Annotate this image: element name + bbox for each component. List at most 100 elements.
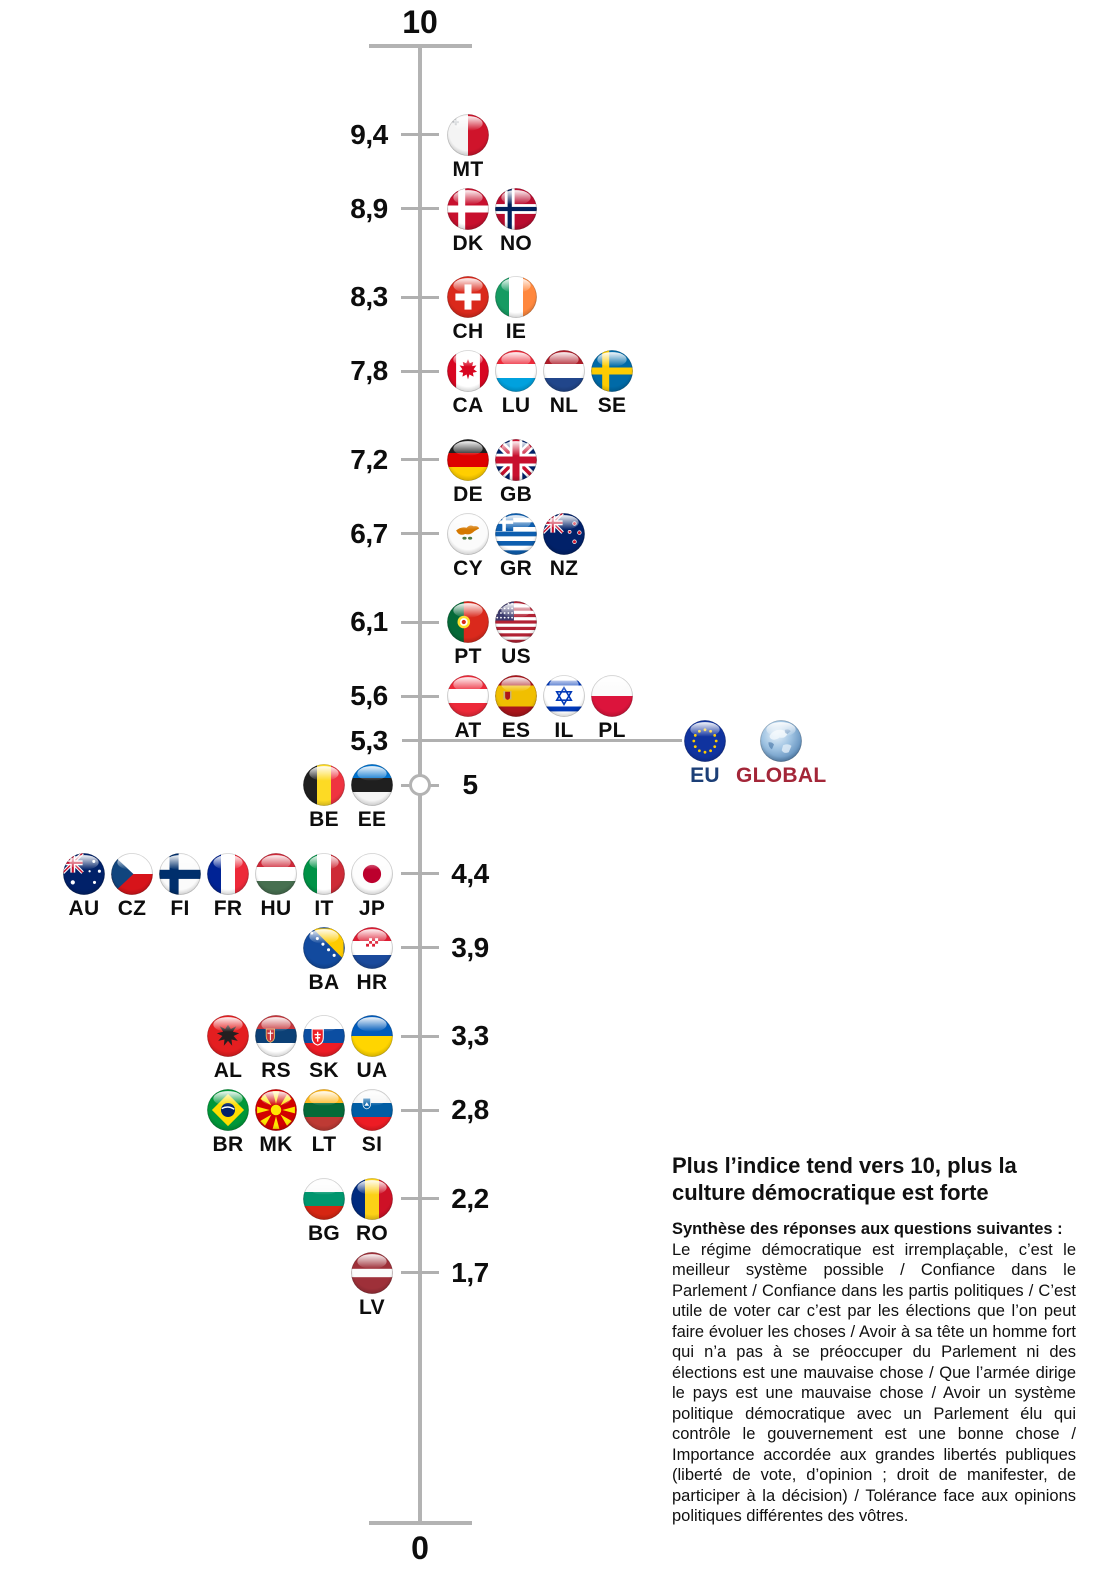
country-label: CA: [452, 394, 484, 418]
flag-icon-pt: [447, 601, 489, 644]
country-label: AU: [68, 896, 100, 920]
country-label: LV: [359, 1295, 385, 1319]
country-marker: CY: [447, 512, 489, 581]
annotation-block: Plus l’indice tend vers 10, plus la cult…: [672, 1152, 1076, 1527]
eu-label: EU: [690, 763, 720, 787]
flag-icon-mk: [255, 1089, 297, 1132]
globe-icon: [760, 719, 803, 762]
value-label: 7,2: [350, 443, 388, 475]
country-marker: SI: [351, 1089, 393, 1157]
country-marker: CA: [447, 350, 489, 418]
flag-icon-cy: [447, 512, 489, 555]
country-label: JP: [358, 896, 386, 920]
flag-icon-gb: [495, 438, 537, 481]
country-label: SK: [309, 1059, 339, 1083]
flag-row: BR MK LT SI: [207, 1089, 393, 1157]
value-label: 8,9: [350, 192, 388, 224]
flag-icon-be: [303, 764, 345, 806]
flag-icon-sk: [303, 1015, 345, 1058]
country-marker: BA: [303, 926, 345, 995]
flag-row: LV: [351, 1251, 393, 1320]
country-marker: HR: [351, 926, 393, 995]
country-marker: RS: [255, 1015, 297, 1083]
country-marker: DK: [447, 187, 489, 256]
value-label: 6,1: [350, 606, 388, 638]
country-label: UA: [356, 1059, 388, 1083]
flag-icon-hu: [255, 852, 297, 895]
country-marker: NO: [495, 187, 537, 256]
flag-icon-lt: [303, 1089, 345, 1132]
axis-tick: [401, 207, 439, 211]
flag-row: BG RO: [303, 1177, 393, 1246]
global-label: GLOBAL: [736, 763, 827, 787]
country-label: DE: [453, 482, 483, 506]
country-label: HU: [260, 896, 292, 920]
value-label: 5: [462, 769, 478, 800]
country-marker: EE: [351, 764, 393, 832]
country-label: GB: [499, 482, 533, 506]
value-label: 3,3: [451, 1020, 489, 1052]
country-marker: PL: [591, 675, 633, 743]
flag-icon-lv: [351, 1251, 393, 1294]
flag-icon-ch: [447, 276, 489, 319]
flag-icon-bg: [303, 1177, 345, 1220]
flag-icon-at: [447, 675, 489, 718]
country-label: CH: [452, 320, 484, 344]
country-marker: IE: [495, 276, 537, 344]
country-marker: BG: [303, 1177, 345, 1246]
flag-icon-au: [63, 852, 105, 895]
axis-bottom-cap: [369, 1521, 472, 1525]
country-label: PT: [454, 645, 482, 669]
axis-tick: [401, 369, 439, 373]
country-label: FR: [213, 896, 243, 920]
flag-row: CA LU NL SE: [447, 350, 633, 418]
country-marker: FI: [159, 852, 201, 921]
country-label: FI: [170, 896, 190, 920]
axis-min-label: 0: [411, 1530, 429, 1566]
country-label: MK: [259, 1133, 293, 1157]
flag-row: AL RS SK UA: [207, 1015, 393, 1083]
flag-icon-nl: [543, 350, 585, 393]
country-marker: IL: [543, 675, 585, 743]
country-label: IT: [314, 896, 334, 920]
axis-tick: [401, 532, 439, 536]
flag-icon-no: [495, 187, 537, 230]
flag-row: DE GB: [447, 438, 537, 507]
axis-tick: [401, 1034, 439, 1038]
value-label: 8,3: [350, 281, 388, 313]
axis-tick: [401, 295, 439, 299]
axis-tick: [401, 946, 439, 950]
flag-icon-us: [495, 601, 537, 644]
country-marker: DE: [447, 438, 489, 507]
country-marker: FR: [207, 852, 249, 921]
flag-icon-mt: [447, 113, 489, 156]
country-label: EE: [357, 808, 387, 831]
flag-icon-se: [591, 350, 633, 393]
value-label: 4,4: [451, 857, 489, 889]
axis-tick: [401, 1108, 439, 1112]
country-label: BE: [309, 808, 339, 831]
country-label: DK: [452, 231, 484, 255]
axis-tick: [401, 694, 439, 698]
flag-icon-es: [495, 675, 537, 718]
flag-icon-ee: [351, 764, 393, 806]
country-label: IL: [554, 719, 574, 743]
country-marker: MT: [447, 113, 489, 182]
flag-icon-de: [447, 438, 489, 481]
axis-tick: [401, 458, 439, 462]
country-marker: AT: [447, 675, 489, 743]
flag-icon-fi: [159, 852, 201, 895]
country-marker: PT: [447, 601, 489, 669]
annotation-subtitle: Synthèse des réponses aux questions suiv…: [672, 1220, 1063, 1238]
country-label: SE: [597, 394, 627, 418]
country-marker: ES: [495, 675, 537, 743]
value-label: 3,9: [451, 931, 489, 963]
country-marker: RO: [351, 1177, 393, 1246]
country-marker: BE: [303, 764, 345, 832]
flag-icon-eu: [684, 719, 726, 762]
country-marker: CH: [447, 276, 489, 344]
country-marker: UA: [351, 1015, 393, 1083]
country-label: BG: [307, 1221, 341, 1245]
axis-max-label: 10: [402, 4, 438, 40]
flag-icon-ba: [303, 926, 345, 969]
